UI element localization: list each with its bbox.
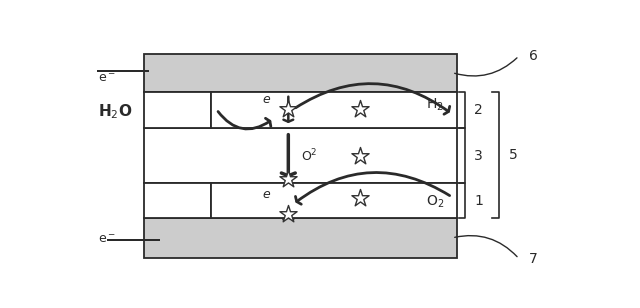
Bar [145, 91, 211, 128]
Text: e$^-$: e$^-$ [99, 233, 116, 246]
Point [355, 196, 365, 201]
Bar [145, 54, 457, 91]
Text: 1: 1 [474, 194, 483, 208]
Text: 3: 3 [474, 148, 483, 163]
Point [283, 107, 293, 112]
Bar [211, 183, 457, 218]
Text: H$_2$O: H$_2$O [97, 102, 132, 121]
Point [355, 153, 365, 158]
Point [355, 107, 365, 112]
Text: 6: 6 [529, 49, 538, 63]
Bar [145, 128, 457, 183]
Bar [211, 91, 457, 128]
Text: e$^-$: e$^-$ [99, 72, 116, 85]
Text: 2: 2 [474, 103, 483, 117]
Point [283, 211, 293, 216]
Text: e: e [262, 93, 270, 106]
Text: e: e [262, 188, 270, 201]
Bar [145, 183, 211, 218]
Point [283, 177, 293, 182]
Text: 5: 5 [509, 148, 517, 162]
Bar [145, 218, 457, 257]
Text: O$_2$: O$_2$ [426, 194, 444, 210]
Text: H$_2$: H$_2$ [426, 96, 444, 113]
Text: O$^2$: O$^2$ [301, 147, 317, 164]
Text: 7: 7 [529, 252, 538, 266]
